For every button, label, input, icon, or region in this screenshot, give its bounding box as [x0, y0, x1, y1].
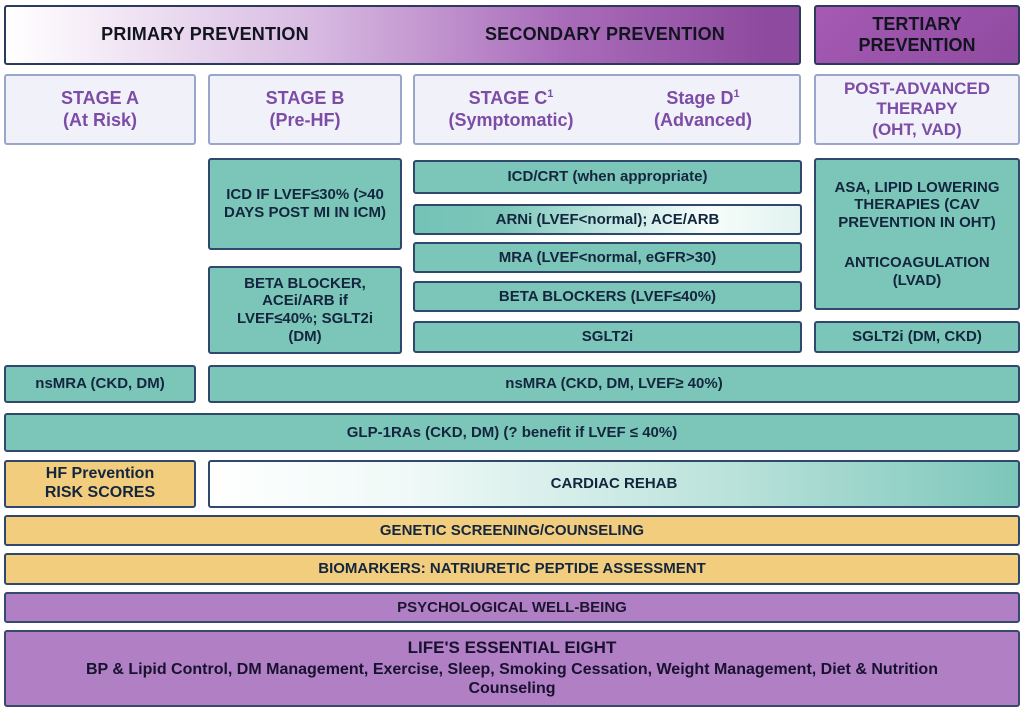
- cd-sglt2i-row: SGLT2i: [413, 321, 802, 353]
- stage-b-beta-blocker-box: BETA BLOCKER, ACEi/ARB if LVEF≤40%; SGLT…: [208, 266, 402, 354]
- risk-scores-line1: HF Prevention: [45, 465, 155, 483]
- tertiary-asa-text: ASA, LIPID LOWERING THERAPIES (CAV PREVE…: [834, 178, 1000, 232]
- stage-post-advanced-header: POST-ADVANCED THERAPY (OHT, VAD): [814, 74, 1020, 145]
- stage-c-d-header: STAGE C1 (Symptomatic) Stage D1 (Advance…: [413, 74, 801, 145]
- stage-d-subtitle: (Advanced): [653, 109, 752, 130]
- stage-d-header: Stage D1 (Advanced): [607, 88, 799, 130]
- cd-arni-row: ARNi (LVEF<normal); ACE/ARB: [413, 204, 802, 235]
- lifes-essential-eight-body: BP & Lipid Control, DM Management, Exerc…: [86, 661, 938, 698]
- stage-b-title: STAGE B: [265, 88, 345, 109]
- stage-c-subtitle: (Symptomatic): [448, 109, 574, 130]
- header-primary-secondary-bar: PRIMARY PREVENTION SECONDARY PREVENTION: [4, 5, 801, 65]
- biomarkers-row: BIOMARKERS: NATRIURETIC PEPTIDE ASSESSME…: [4, 553, 1020, 585]
- lifes-essential-eight-title: LIFE'S ESSENTIAL EIGHT: [407, 638, 617, 658]
- header-tertiary-bar: TERTIARY PREVENTION: [814, 5, 1020, 65]
- cd-beta-blockers-row: BETA BLOCKERS (LVEF≤40%): [413, 281, 802, 312]
- stage-a-title: STAGE A: [60, 88, 139, 109]
- glp1ra-row: GLP-1RAs (CKD, DM) (? benefit if LVEF ≤ …: [4, 413, 1020, 452]
- cd-mra-row: MRA (LVEF<normal, eGFR>30): [413, 242, 802, 273]
- stage-a-header: STAGE A (At Risk): [4, 74, 196, 145]
- tertiary-asa-anticoagulation-box: ASA, LIPID LOWERING THERAPIES (CAV PREVE…: [814, 158, 1020, 310]
- tertiary-sglt2i-box: SGLT2i (DM, CKD): [814, 321, 1020, 353]
- psychological-wellbeing-row: PSYCHOLOGICAL WELL-BEING: [4, 592, 1020, 623]
- lifes-essential-eight-box: LIFE'S ESSENTIAL EIGHT BP & Lipid Contro…: [4, 630, 1020, 707]
- stage-c-title: STAGE C1: [468, 88, 554, 109]
- stage-b-icd-box: ICD IF LVEF≤30% (>40 DAYS POST MI IN ICM…: [208, 158, 402, 250]
- tertiary-anticoagulation-text: ANTICOAGULATION (LVAD): [844, 253, 990, 289]
- hf-prevention-risk-scores-box: HF Prevention RISK SCORES: [4, 460, 196, 508]
- header-tertiary-label: TERTIARY PREVENTION: [858, 13, 976, 55]
- stage-post-subtitle: (OHT, VAD): [872, 119, 962, 139]
- stage-c-header: STAGE C1 (Symptomatic): [415, 88, 607, 130]
- risk-scores-line2: RISK SCORES: [44, 484, 156, 501]
- stage-post-title: POST-ADVANCED THERAPY: [843, 79, 991, 119]
- nsmra-wide-row: nsMRA (CKD, DM, LVEF≥ 40%): [208, 365, 1020, 403]
- stage-d-title: Stage D1: [666, 88, 740, 109]
- stage-b-header: STAGE B (Pre-HF): [208, 74, 402, 145]
- header-primary-label: PRIMARY PREVENTION: [101, 24, 309, 45]
- stage-a-subtitle: (At Risk): [62, 109, 137, 130]
- stage-c-superscript: 1: [547, 88, 554, 101]
- nsmra-stage-a-box: nsMRA (CKD, DM): [4, 365, 196, 403]
- stage-d-superscript: 1: [733, 88, 740, 101]
- stage-b-subtitle: (Pre-HF): [269, 109, 341, 130]
- genetic-screening-row: GENETIC SCREENING/COUNSELING: [4, 515, 1020, 546]
- cardiac-rehab-row: CARDIAC REHAB: [208, 460, 1020, 508]
- header-secondary-label: SECONDARY PREVENTION: [484, 24, 726, 45]
- cd-icd-crt-row: ICD/CRT (when appropriate): [413, 160, 802, 194]
